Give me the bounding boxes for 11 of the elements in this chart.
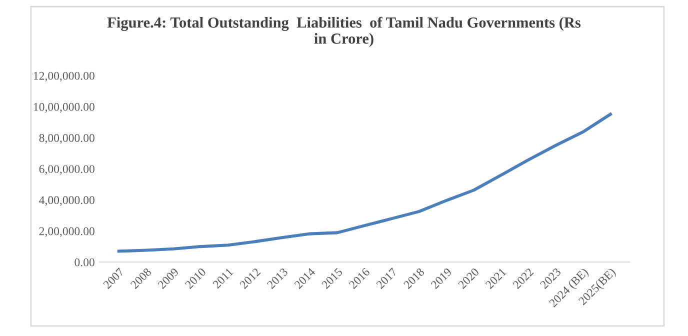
y-tick-label: 10,00,000.00 bbox=[34, 102, 94, 113]
y-tick-label: 0.00 bbox=[74, 258, 94, 266]
y-tick-label: 4,00,000.00 bbox=[39, 196, 94, 206]
x-tick-label: 2011 bbox=[212, 268, 234, 289]
chart-title: Figure.4: Total Outstanding Liabilities of Tamil Nadu Governments (Rs in Crore) bbox=[107, 16, 581, 47]
y-tick-label: 8,00,000.00 bbox=[39, 134, 94, 144]
y-tick-label: 2,00,000.00 bbox=[39, 227, 94, 237]
y-tick-label: 6,00,000.00 bbox=[39, 165, 94, 175]
y-tick-label: 12,00,000.00 bbox=[34, 72, 94, 82]
x-tick-label: 2021 bbox=[485, 268, 507, 290]
line-series bbox=[117, 112, 612, 253]
